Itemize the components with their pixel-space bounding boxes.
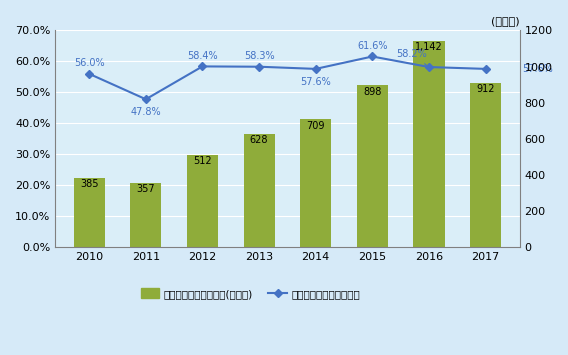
Bar xyxy=(74,178,105,247)
Text: (億ドル): (億ドル) xyxy=(491,16,520,26)
Text: 912: 912 xyxy=(477,84,495,94)
Bar xyxy=(300,119,331,247)
Bar xyxy=(130,183,161,247)
Bar xyxy=(187,155,218,247)
Legend: 中国の香港への投賄額(フロー), 全体に占める香港の割合: 中国の香港への投賄額(フロー), 全体に占める香港の割合 xyxy=(136,284,364,303)
Line: 全体に占める香港の割合: 全体に占める香港の割合 xyxy=(86,54,488,102)
Bar xyxy=(244,134,275,247)
Bar xyxy=(470,82,501,247)
Text: 56.0%: 56.0% xyxy=(74,58,105,68)
Text: 57.6%: 57.6% xyxy=(523,64,553,74)
全体に占める香港の割合 xyxy=(312,67,319,71)
Text: 58.3%: 58.3% xyxy=(244,51,274,61)
Text: 57.6%: 57.6% xyxy=(300,77,331,87)
全体に占める香港の割合 xyxy=(86,72,93,76)
全体に占める香港の割合 xyxy=(425,65,432,69)
Bar xyxy=(414,41,445,247)
Text: 357: 357 xyxy=(136,184,155,195)
Text: 1,142: 1,142 xyxy=(415,43,443,53)
Text: 628: 628 xyxy=(250,135,268,146)
Text: 47.8%: 47.8% xyxy=(131,107,161,117)
Text: 512: 512 xyxy=(193,156,212,166)
Text: 58.4%: 58.4% xyxy=(187,51,218,61)
全体に占める香港の割合 xyxy=(369,54,376,59)
Text: 898: 898 xyxy=(363,87,382,97)
全体に占める香港の割合 xyxy=(199,64,206,69)
Text: 385: 385 xyxy=(80,179,98,189)
全体に占める香港の割合 xyxy=(482,67,489,71)
Text: 61.6%: 61.6% xyxy=(357,41,387,51)
Bar xyxy=(357,85,388,247)
全体に占める香港の割合 xyxy=(143,97,149,102)
全体に占める香港の割合 xyxy=(256,65,262,69)
Text: 58.2%: 58.2% xyxy=(396,49,427,65)
Text: 709: 709 xyxy=(307,121,325,131)
